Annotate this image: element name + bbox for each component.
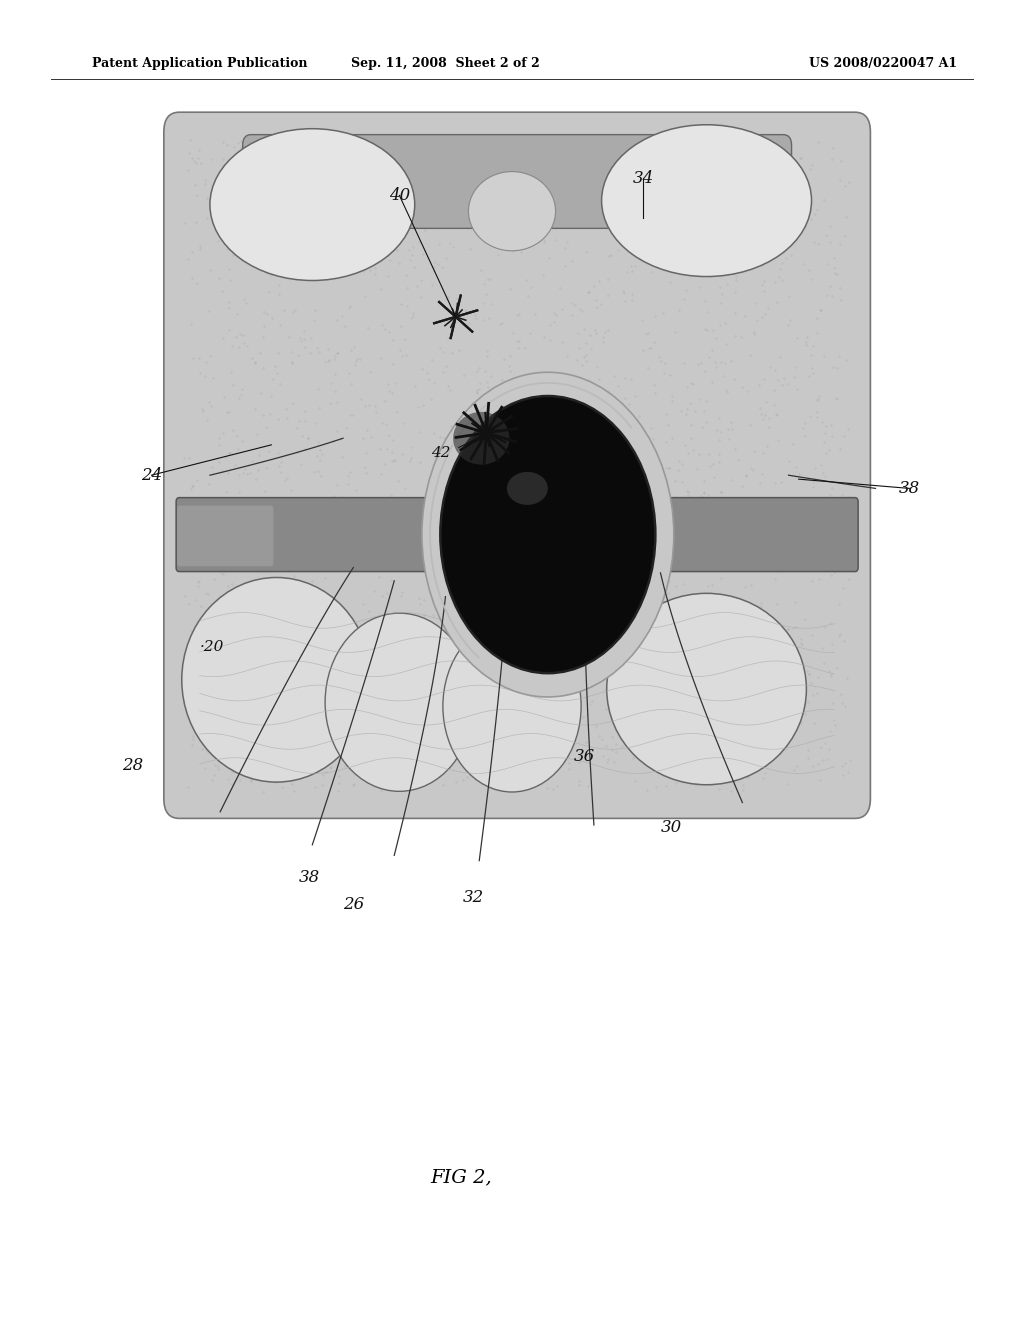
Ellipse shape [453,412,510,465]
Ellipse shape [606,594,807,784]
Circle shape [422,372,674,697]
FancyBboxPatch shape [164,112,870,818]
Ellipse shape [507,471,548,504]
Ellipse shape [326,612,473,792]
Ellipse shape [601,125,811,277]
Text: Sep. 11, 2008  Sheet 2 of 2: Sep. 11, 2008 Sheet 2 of 2 [351,57,540,70]
Circle shape [440,396,655,673]
Text: 38: 38 [899,480,920,496]
Text: US 2008/0220047 A1: US 2008/0220047 A1 [809,57,957,70]
Text: Patent Application Publication: Patent Application Publication [92,57,307,70]
Text: 34: 34 [633,170,653,186]
Text: FIG 2,: FIG 2, [430,1168,492,1187]
Text: 28: 28 [123,758,143,774]
Text: 26: 26 [343,896,364,912]
Ellipse shape [442,620,582,792]
FancyBboxPatch shape [243,135,792,228]
Ellipse shape [182,578,372,781]
Text: 38: 38 [299,870,319,886]
Text: ·20: ·20 [200,640,224,653]
Text: 30: 30 [660,820,682,836]
Text: 32: 32 [463,890,483,906]
Ellipse shape [210,129,415,281]
Text: 24: 24 [141,467,162,483]
Text: 42: 42 [431,446,451,459]
FancyBboxPatch shape [176,498,858,572]
Text: 40: 40 [389,187,410,203]
Ellipse shape [469,172,555,251]
FancyBboxPatch shape [177,506,273,566]
Text: 36: 36 [573,748,595,764]
